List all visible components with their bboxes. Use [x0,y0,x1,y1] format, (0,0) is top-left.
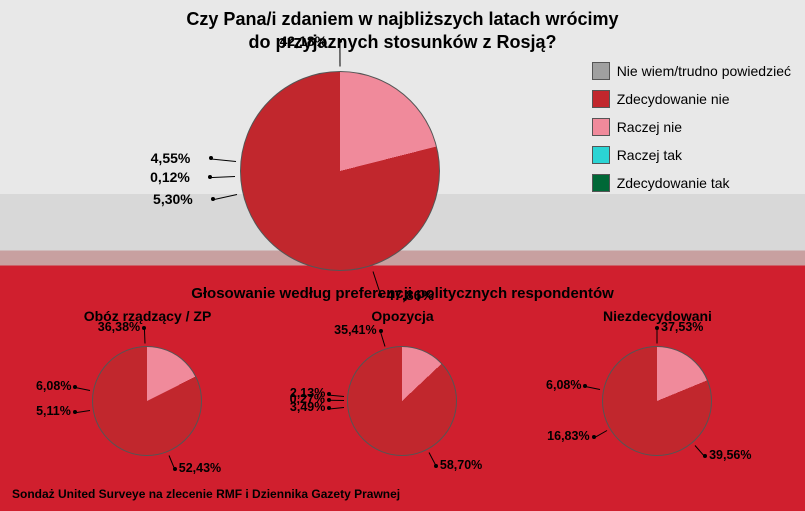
sub-pie [92,346,202,456]
legend-item: Raczej tak [592,146,791,164]
pie-slice-label: 6,08% [21,379,71,393]
sub-chart: Obóz rządzący / ZP5,11%6,08%36,38%52,43% [25,308,270,483]
pie-slice-label: 52,43% [179,461,221,475]
sub-chart-title: Niezdecydowani [535,308,780,324]
pie-slice-label: 42,18% [280,33,327,49]
legend-label: Zdecydowanie nie [617,91,730,107]
infographic-root: Czy Pana/i zdaniem w najbliższych latach… [0,0,805,511]
pie-slice-label: 16,83% [540,429,590,443]
legend-label: Raczej tak [617,147,682,163]
legend-item: Raczej nie [592,118,791,136]
sub-chart-title: Obóz rządzący / ZP [25,308,270,324]
legend-swatch [592,174,610,192]
sub-chart-title: Opozycja [280,308,525,324]
pie-slice-label: 4,55% [151,150,191,166]
legend-swatch [592,62,610,80]
pie-slice-label: 47,86% [386,287,433,303]
legend-label: Nie wiem/trudno powiedzieć [617,63,791,79]
sub-pie [347,346,457,456]
title-line1: Czy Pana/i zdaniem w najbliższych latach… [10,8,795,31]
pie-slice-label: 36,38% [90,320,140,334]
legend: Nie wiem/trudno powiedzieć Zdecydowanie n… [592,62,791,202]
sub-chart: Niezdecydowani16,83%6,08%37,53%39,56% [535,308,780,483]
pie-slice-label: 0,12% [150,169,190,185]
sub-chart: Opozycja3,49%0,27%2,13%35,41%58,70% [280,308,525,483]
legend-item: Zdecydowanie tak [592,174,791,192]
legend-item: Zdecydowanie nie [592,90,791,108]
pie-slice-label: 5,11% [21,404,71,418]
pie-slice-label: 2,13% [275,386,325,400]
pie-slice-label: 37,53% [661,320,703,334]
legend-label: Zdecydowanie tak [617,175,730,191]
sub-pie [602,346,712,456]
pie-slice-label: 39,56% [709,448,751,462]
pie-slice-label: 6,08% [531,378,581,392]
pie-slice-label: 35,41% [327,323,377,337]
title-line2: do przyjaznych stosunków z Rosją? [10,31,795,54]
legend-label: Raczej nie [617,119,682,135]
main-pie [240,71,440,271]
pie-slice-label: 58,70% [440,458,482,472]
footnote: Sondaż United Surveye na zlecenie RMF i … [12,487,400,501]
legend-item: Nie wiem/trudno powiedzieć [592,62,791,80]
pie-slice-label: 5,30% [153,191,193,207]
legend-swatch [592,146,610,164]
sub-charts-row: Obóz rządzący / ZP 5,11% 6,08% 36,38% 52,43%… [10,308,795,483]
legend-swatch [592,118,610,136]
legend-swatch [592,90,610,108]
